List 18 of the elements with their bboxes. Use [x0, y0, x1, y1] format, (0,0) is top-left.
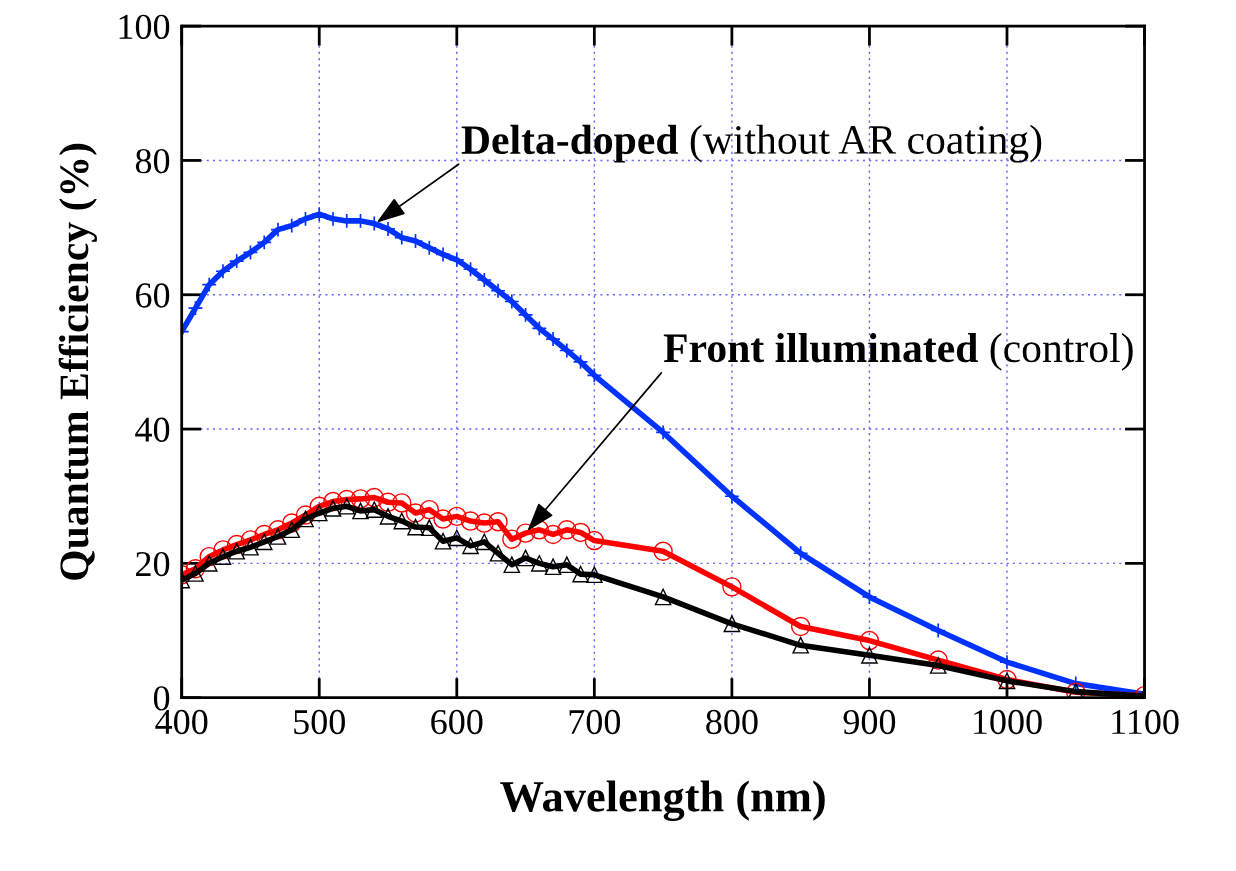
- x-tick-label: 500: [294, 709, 345, 735]
- y-tick-label: 40: [135, 417, 170, 442]
- x-tick-label: 900: [843, 709, 896, 735]
- x-tick-label: 600: [431, 709, 483, 735]
- x-axis-title: Wavelength (nm): [500, 780, 825, 822]
- y-tick-label: 0: [153, 686, 170, 711]
- x-tick-label: 1000: [974, 709, 1042, 735]
- x-tick-label: 800: [706, 709, 758, 735]
- x-tick-label: 400: [155, 709, 208, 735]
- y-axis-title: Quantum Efficiency (%): [58, 143, 97, 580]
- annotation: Front illuminated (control): [663, 332, 1133, 371]
- y-tick-label: 20: [136, 551, 170, 577]
- y-tick-label: 80: [135, 148, 170, 174]
- annotation: Delta-doped (without AR coating): [461, 124, 1042, 163]
- y-tick-label: 100: [119, 14, 170, 40]
- y-tick-label: 60: [136, 283, 170, 308]
- x-tick-label: 700: [569, 709, 621, 735]
- x-tick-label: 1100: [1112, 709, 1179, 735]
